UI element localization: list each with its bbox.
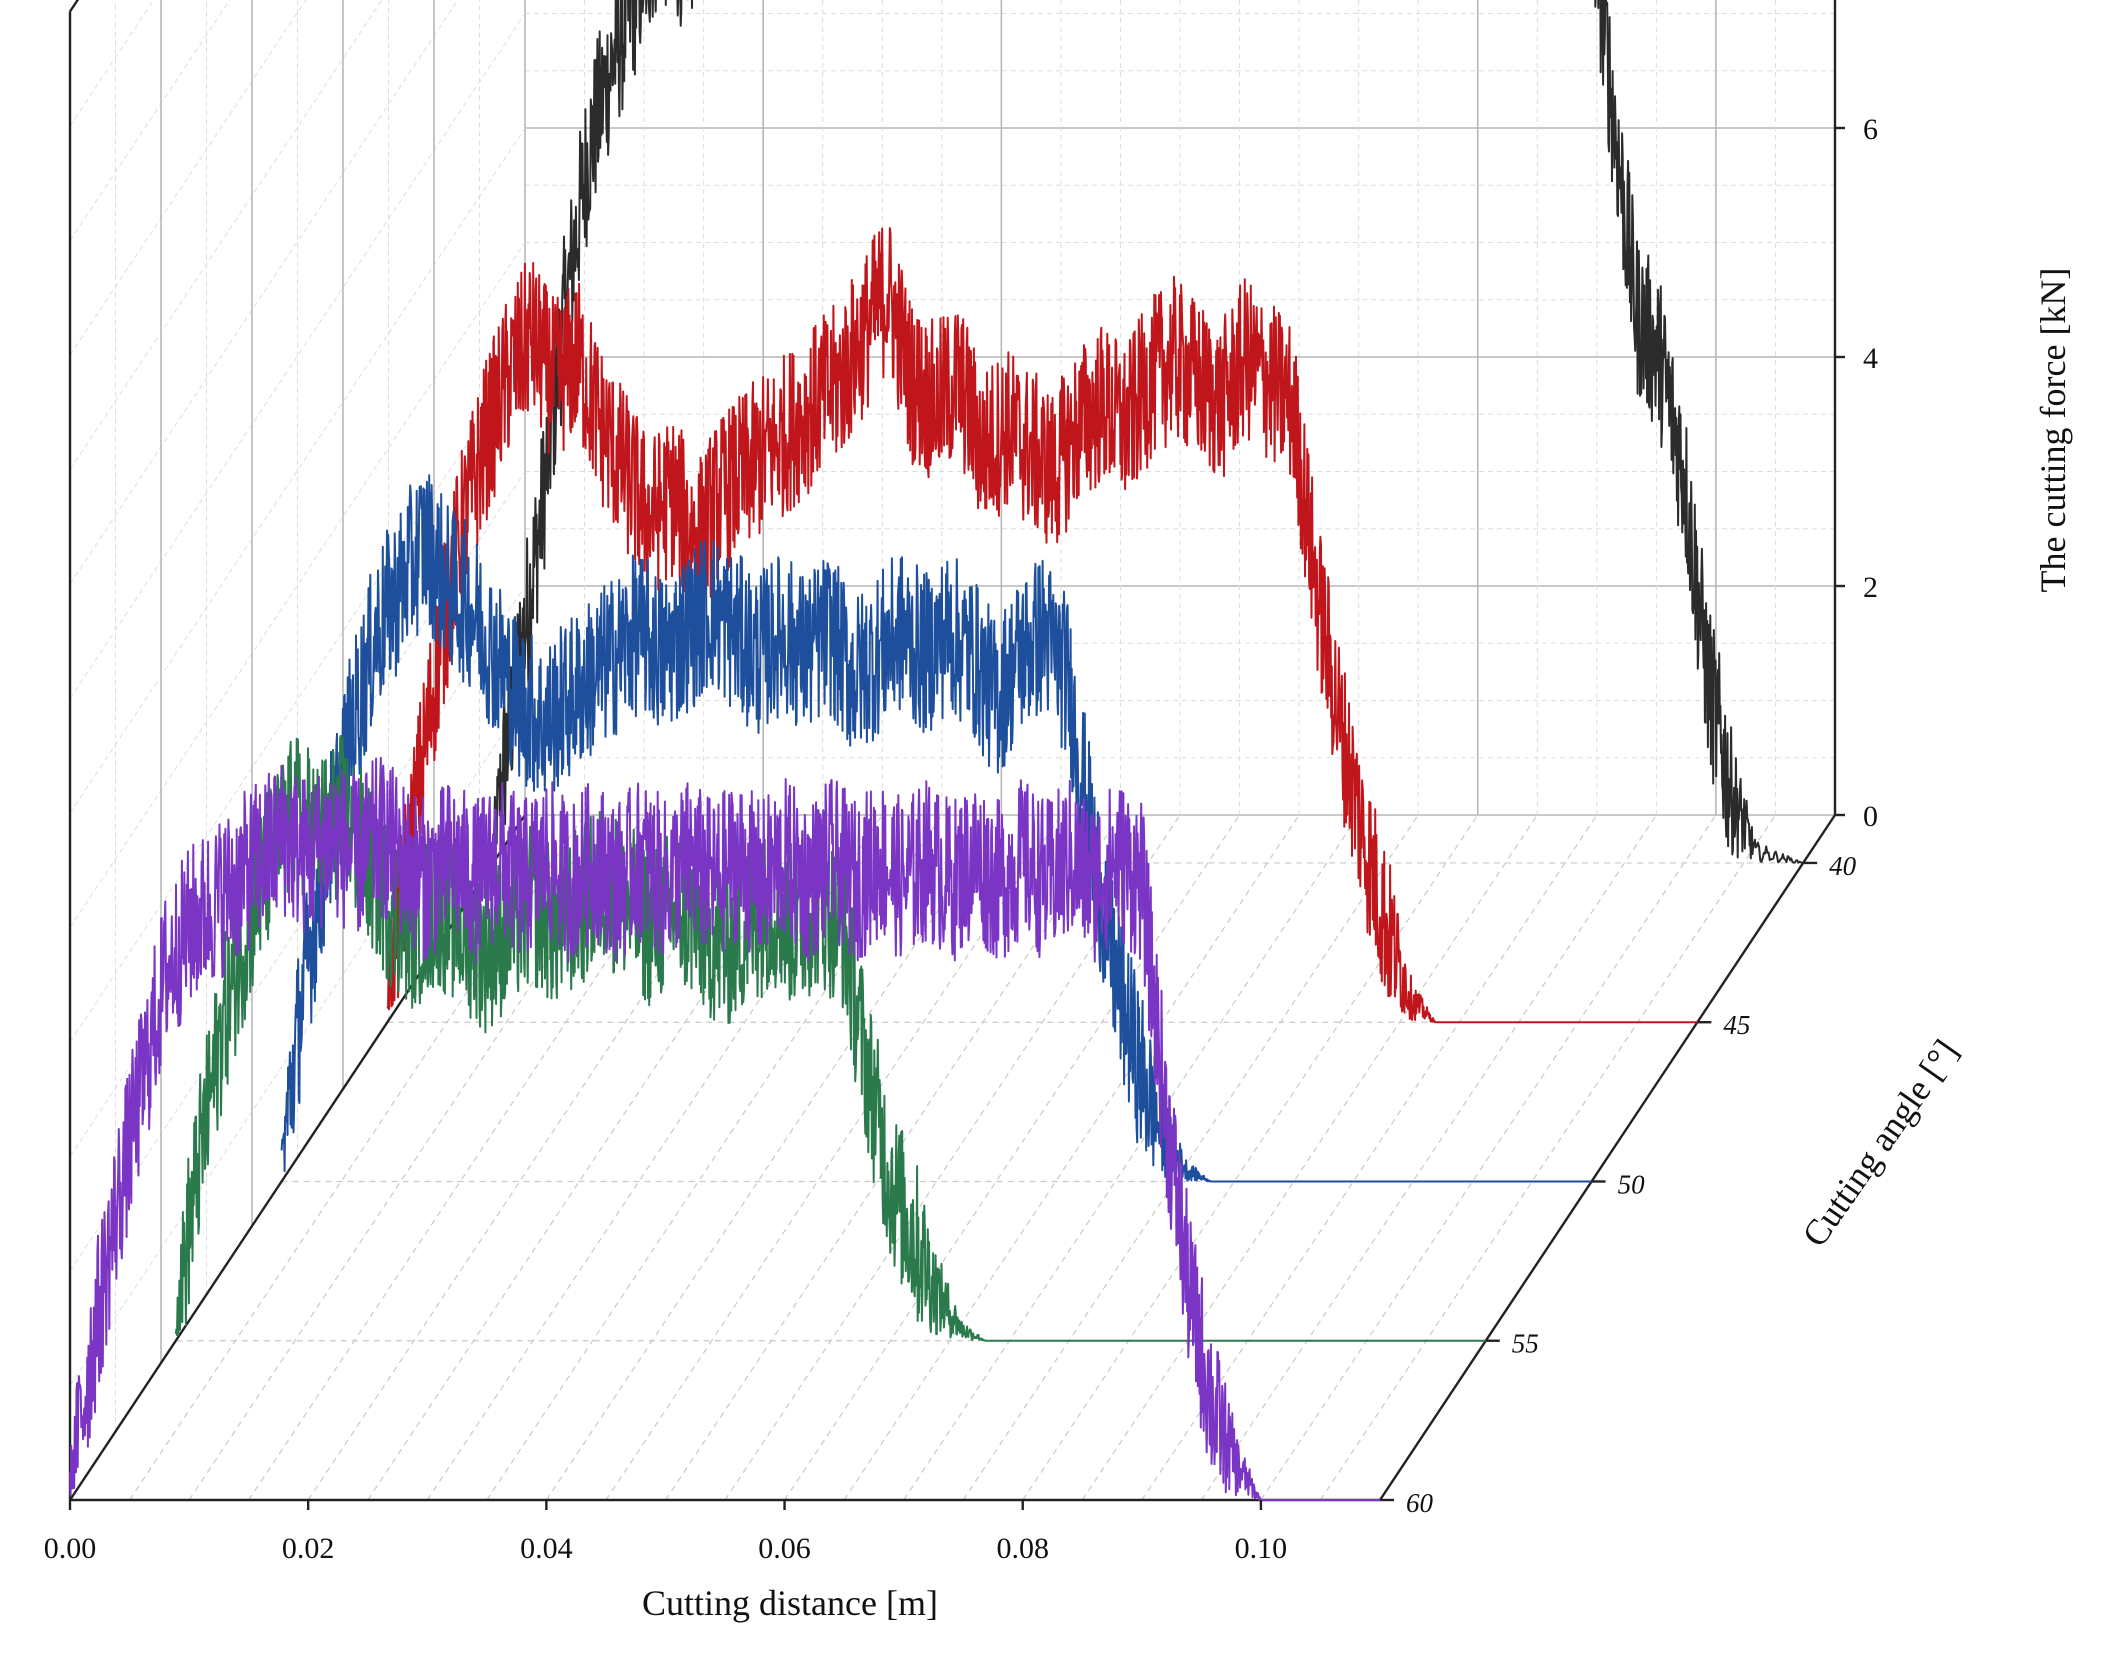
side-wall-hgrid (69, 13, 526, 699)
side-wall-hgrid (69, 585, 526, 1272)
side-wall-hgrid (69, 0, 383, 470)
tick-labels: 0.000.020.040.060.080.100246810124045505… (44, 113, 1878, 1565)
x-tick-label: 0.08 (996, 1532, 1049, 1565)
side-wall-hgrid (69, 356, 526, 1043)
floor-xgrid (1022, 814, 1479, 1501)
angle-tick-label: 50 (1618, 1169, 1646, 1199)
x-tick-label: 0.04 (520, 1532, 573, 1565)
angle-tick-label: 40 (1829, 851, 1857, 881)
x-tick-label: 0.06 (758, 1532, 811, 1565)
floor-xgrid (903, 814, 1360, 1501)
angle-tick-label: 45 (1723, 1010, 1750, 1040)
series-line-angle-50 (280, 474, 1592, 1183)
y-tick-label: 0 (1863, 800, 1878, 833)
depth-axis-line (1379, 814, 1836, 1501)
side-wall-hgrid (69, 127, 526, 814)
y-axis-title: The cutting force [kN] (2033, 268, 2073, 593)
series-group (69, 0, 1804, 1501)
x-tick-label: 0.10 (1235, 1532, 1288, 1565)
y-tick-label: 4 (1863, 342, 1878, 375)
axes-frame (68, 0, 1837, 1502)
x-tick-label: 0.00 (44, 1532, 97, 1565)
series-line-angle-45 (386, 227, 1698, 1024)
y-tick-label: 6 (1863, 113, 1878, 146)
side-wall-hgrid (69, 0, 459, 585)
floor-xgrid (784, 814, 1241, 1501)
floor-xgrid (1319, 814, 1776, 1501)
floor-xgrid (1081, 814, 1538, 1501)
y-tick-label: 2 (1863, 571, 1878, 604)
x-axis-title: Cutting distance [m] (642, 1583, 938, 1623)
series-line-angle-60 (69, 756, 1380, 1501)
floor-xgrid (962, 814, 1419, 1501)
angle-tick-label: 55 (1512, 1329, 1539, 1359)
side-wall-hgrid (69, 0, 231, 241)
side-wall-hgrid (69, 0, 155, 127)
floor-xgrid (1260, 814, 1717, 1501)
side-wall-hgrid (69, 0, 307, 356)
angle-tick-label: 60 (1406, 1488, 1434, 1518)
floor-xgrid (843, 814, 1300, 1501)
z-axis-title: Cutting angle [°] (1794, 1032, 1966, 1253)
x-tick-label: 0.02 (282, 1532, 335, 1565)
floor-xgrid (1200, 814, 1657, 1501)
side-wall-hgrid (69, 242, 526, 928)
